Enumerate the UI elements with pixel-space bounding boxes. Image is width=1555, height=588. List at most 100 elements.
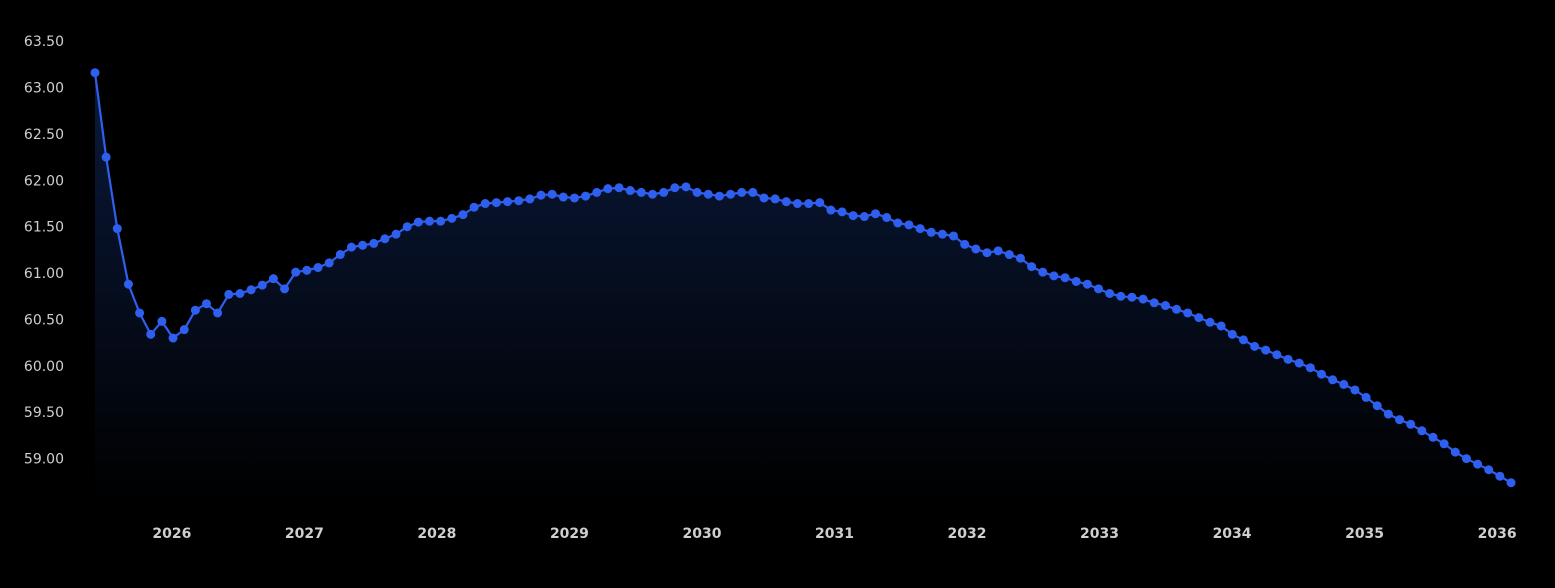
data-point[interactable] <box>1484 465 1494 475</box>
data-point[interactable] <box>636 187 646 197</box>
data-point[interactable] <box>1272 350 1282 360</box>
data-point[interactable] <box>280 284 290 294</box>
data-point[interactable] <box>90 68 100 78</box>
data-point[interactable] <box>871 209 880 219</box>
data-point[interactable] <box>1428 432 1438 442</box>
data-point[interactable] <box>904 220 914 230</box>
data-point[interactable] <box>1495 471 1505 481</box>
data-point[interactable] <box>960 239 970 249</box>
data-point[interactable] <box>1439 439 1449 449</box>
data-point[interactable] <box>525 194 535 204</box>
data-point[interactable] <box>135 308 145 318</box>
data-point[interactable] <box>503 197 513 207</box>
data-point[interactable] <box>224 289 234 299</box>
data-point[interactable] <box>436 216 446 226</box>
data-point[interactable] <box>491 198 501 208</box>
data-point[interactable] <box>1406 419 1416 429</box>
data-point[interactable] <box>659 187 669 197</box>
data-point[interactable] <box>213 308 223 318</box>
data-point[interactable] <box>625 186 635 196</box>
data-point[interactable] <box>1105 289 1115 298</box>
data-point[interactable] <box>1461 454 1471 464</box>
data-point[interactable] <box>302 265 312 275</box>
data-point[interactable] <box>425 216 434 226</box>
data-point[interactable] <box>648 189 657 199</box>
data-point[interactable] <box>848 211 858 221</box>
data-point[interactable] <box>1350 385 1360 395</box>
data-point[interactable] <box>1082 279 1092 289</box>
data-point[interactable] <box>982 248 992 258</box>
data-point[interactable] <box>1038 267 1048 277</box>
data-point[interactable] <box>1238 335 1248 345</box>
data-point[interactable] <box>770 194 780 204</box>
data-point[interactable] <box>1138 294 1148 304</box>
data-point[interactable] <box>469 202 479 212</box>
data-point[interactable] <box>670 183 680 193</box>
data-point[interactable] <box>1473 459 1483 469</box>
data-point[interactable] <box>235 289 245 298</box>
data-point[interactable] <box>313 263 323 273</box>
data-point[interactable] <box>391 229 401 239</box>
data-point[interactable] <box>882 212 892 222</box>
data-point[interactable] <box>926 227 936 237</box>
data-point[interactable] <box>246 285 256 295</box>
data-point[interactable] <box>157 316 167 326</box>
data-point[interactable] <box>1227 329 1237 339</box>
data-point[interactable] <box>1172 304 1182 314</box>
data-point[interactable] <box>168 333 178 343</box>
data-point[interactable] <box>1071 276 1081 286</box>
data-point[interactable] <box>413 217 423 227</box>
data-point[interactable] <box>993 246 1003 256</box>
data-point[interactable] <box>402 222 412 232</box>
data-point[interactable] <box>1417 426 1427 436</box>
data-point[interactable] <box>1283 354 1293 364</box>
data-point[interactable] <box>324 258 334 268</box>
data-point[interactable] <box>1361 392 1371 402</box>
data-point[interactable] <box>949 231 959 241</box>
data-point[interactable] <box>1027 262 1037 272</box>
data-point[interactable] <box>1305 363 1315 373</box>
data-point[interactable] <box>257 280 267 290</box>
data-point[interactable] <box>792 199 802 209</box>
data-point[interactable] <box>971 244 981 254</box>
data-point[interactable] <box>804 199 814 209</box>
data-point[interactable] <box>190 305 200 315</box>
data-point[interactable] <box>1261 345 1271 355</box>
data-point[interactable] <box>915 224 925 234</box>
data-point[interactable] <box>291 267 301 277</box>
data-point[interactable] <box>202 299 211 309</box>
data-point[interactable] <box>1116 291 1126 301</box>
data-point[interactable] <box>1015 253 1025 263</box>
data-point[interactable] <box>112 224 122 234</box>
data-point[interactable] <box>581 191 591 201</box>
data-point[interactable] <box>358 240 368 250</box>
data-point[interactable] <box>759 193 769 203</box>
data-point[interactable] <box>1328 375 1338 385</box>
data-point[interactable] <box>748 187 758 197</box>
data-point[interactable] <box>1183 308 1193 318</box>
data-point[interactable] <box>1294 358 1304 368</box>
data-point[interactable] <box>681 182 691 192</box>
data-point[interactable] <box>1194 313 1204 323</box>
data-point[interactable] <box>1049 271 1059 281</box>
data-point[interactable] <box>1205 317 1215 327</box>
data-point[interactable] <box>1149 298 1159 308</box>
data-point[interactable] <box>458 210 468 220</box>
data-point[interactable] <box>1450 447 1460 457</box>
data-point[interactable] <box>859 212 869 222</box>
data-point[interactable] <box>268 274 278 284</box>
data-point[interactable] <box>826 205 836 215</box>
data-point[interactable] <box>536 190 546 200</box>
data-point[interactable] <box>1160 301 1170 311</box>
data-point[interactable] <box>123 279 133 289</box>
data-point[interactable] <box>1317 369 1326 379</box>
data-point[interactable] <box>179 325 189 335</box>
data-point[interactable] <box>1339 379 1349 389</box>
data-point[interactable] <box>614 183 624 193</box>
data-point[interactable] <box>893 218 903 228</box>
data-point[interactable] <box>146 329 156 339</box>
data-point[interactable] <box>335 250 345 260</box>
data-point[interactable] <box>1506 478 1516 488</box>
data-point[interactable] <box>101 152 111 162</box>
data-point[interactable] <box>1004 250 1014 260</box>
